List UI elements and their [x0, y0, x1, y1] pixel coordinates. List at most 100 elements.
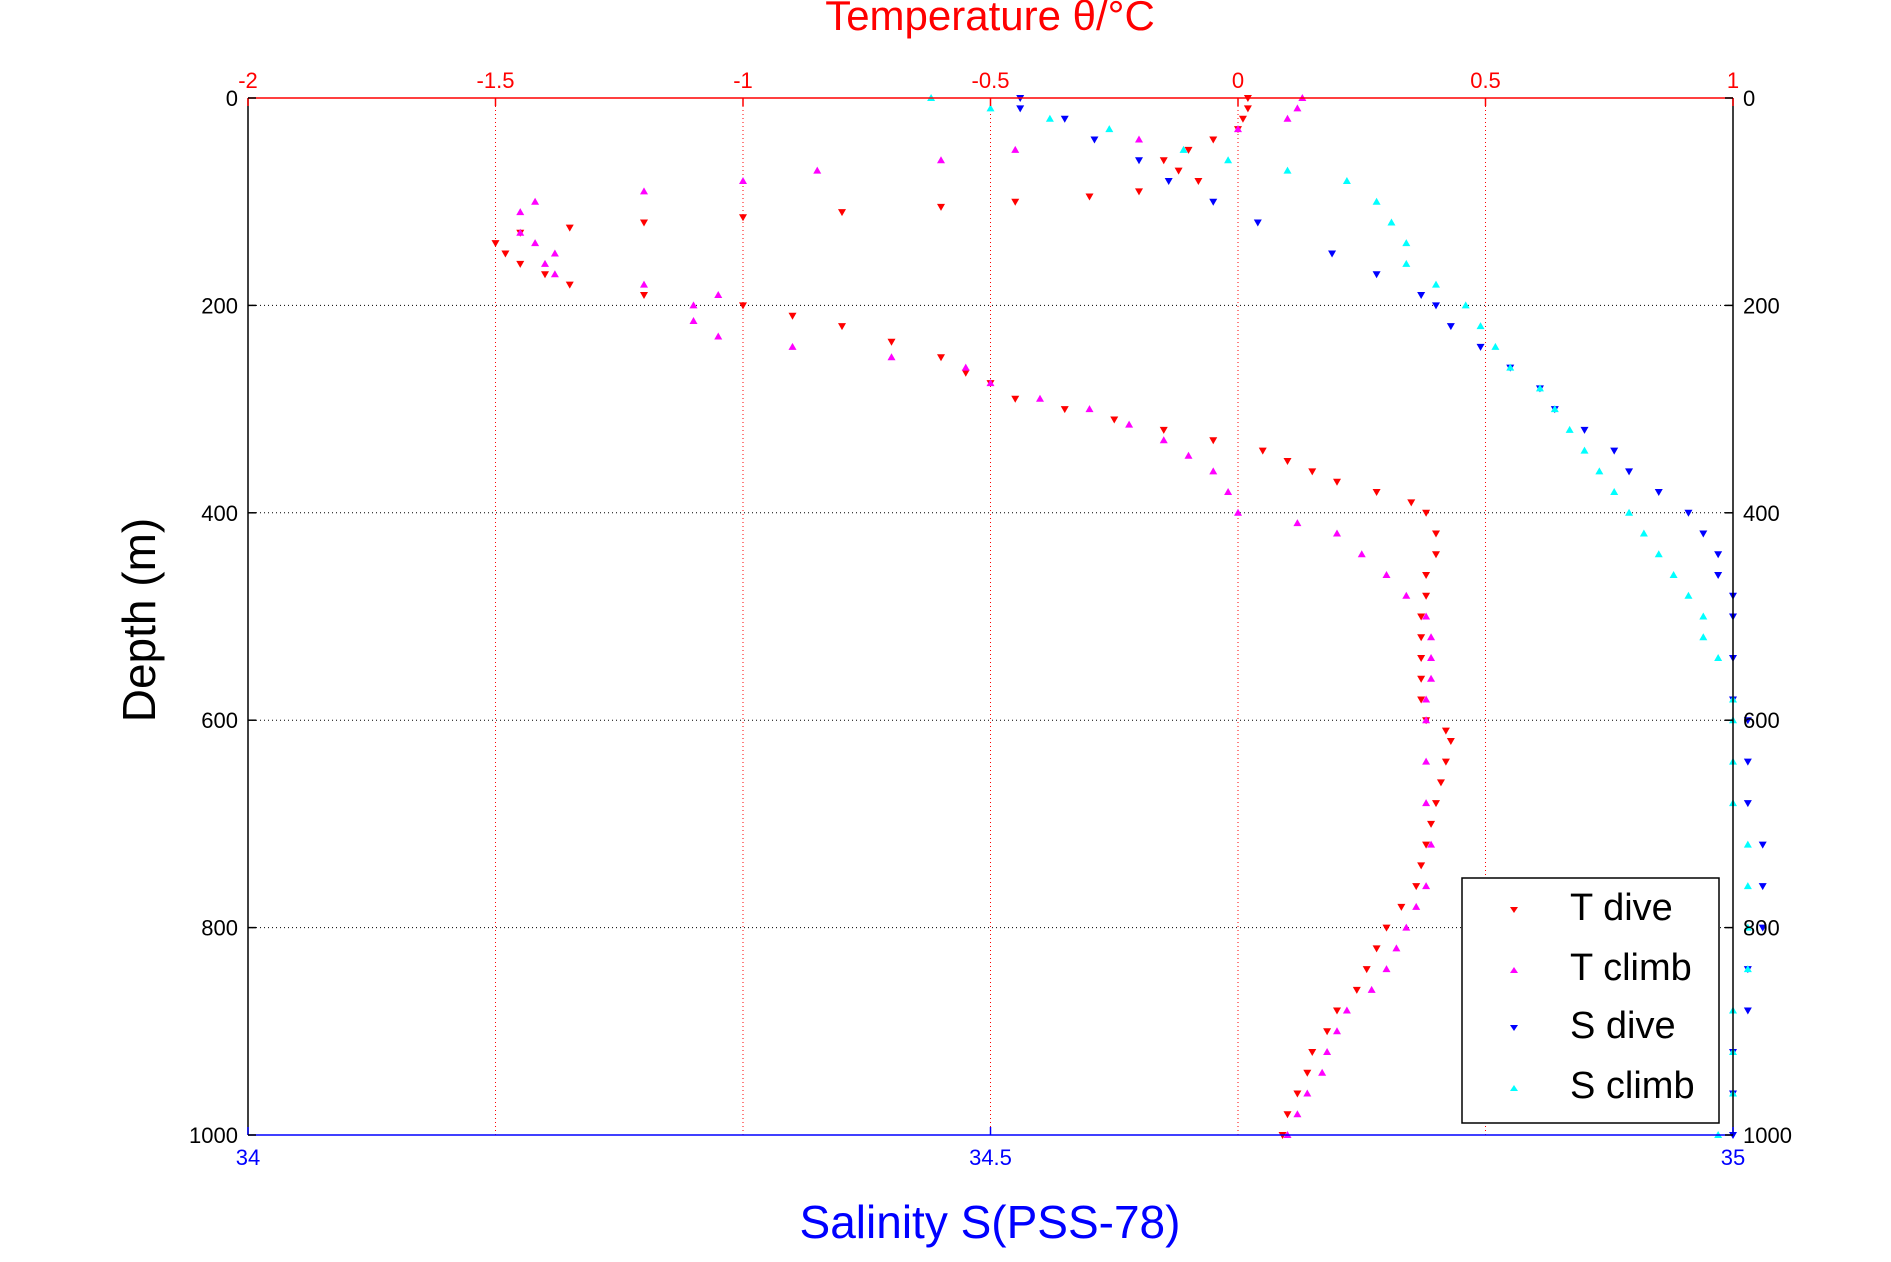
- data-point: [1382, 571, 1391, 579]
- data-point: [1011, 395, 1020, 403]
- data-point: [937, 354, 945, 362]
- data-point: [1303, 1069, 1312, 1077]
- data-point: [1758, 841, 1767, 849]
- data-point: [788, 312, 797, 320]
- data-point: [1372, 945, 1381, 953]
- data-point: [1174, 167, 1183, 175]
- data-point: [1342, 176, 1351, 184]
- data-point: [1352, 986, 1361, 994]
- series-t-climb: [516, 94, 1436, 1138]
- axis-layer: -2 -1.5 -1 -0.5 0 0.5 1 34 34.5 35 0 0 200 200 400 400 6…: [189, 68, 1792, 1170]
- data-point: [1159, 436, 1168, 444]
- data-point: [1318, 1068, 1327, 1076]
- data-point: [1135, 157, 1143, 165]
- data-point: [1402, 923, 1411, 931]
- data-point: [937, 203, 945, 211]
- data-point: [986, 104, 995, 112]
- data-point: [1164, 177, 1173, 185]
- data-point: [1422, 695, 1431, 703]
- data-point: [1446, 323, 1455, 331]
- left-tick-label: 200: [201, 293, 238, 318]
- data-point: [1293, 1090, 1302, 1098]
- data-point: [1427, 840, 1436, 848]
- data-layer: [491, 94, 1767, 1139]
- data-point: [1402, 591, 1411, 599]
- y-axis-title: Depth (m): [113, 518, 165, 722]
- right-tick-label: 400: [1743, 501, 1780, 526]
- top-tick-label: -0.5: [972, 68, 1010, 93]
- data-point: [1476, 322, 1485, 330]
- data-point: [1422, 509, 1431, 517]
- data-point: [1224, 156, 1233, 164]
- data-point: [1714, 572, 1723, 580]
- data-point: [1045, 114, 1054, 122]
- data-point: [1699, 612, 1708, 620]
- data-point: [531, 239, 540, 247]
- data-point: [1743, 840, 1752, 848]
- data-point: [1422, 572, 1431, 580]
- data-point: [1417, 862, 1426, 870]
- data-point: [491, 240, 500, 248]
- data-point: [1362, 966, 1371, 974]
- data-point: [1743, 882, 1752, 890]
- top-tick-label: 1: [1727, 68, 1739, 93]
- data-point: [961, 369, 970, 377]
- data-point: [516, 260, 525, 268]
- data-point: [1308, 1049, 1317, 1057]
- data-point: [541, 271, 549, 279]
- data-point: [1427, 820, 1436, 828]
- bottom-axis-title: Salinity S(PSS-78): [800, 1196, 1181, 1248]
- left-tick-label: 1000: [189, 1123, 238, 1148]
- data-point: [1422, 882, 1431, 890]
- data-point: [1382, 965, 1391, 973]
- legend-box: [1461, 877, 1720, 1124]
- data-point: [1743, 923, 1752, 931]
- data-point: [1436, 779, 1445, 787]
- data-point: [1432, 280, 1440, 288]
- data-point: [1293, 1110, 1302, 1118]
- data-point: [1427, 674, 1436, 682]
- data-point: [739, 176, 747, 184]
- data-point: [1714, 551, 1723, 559]
- data-point: [1743, 965, 1752, 973]
- data-point: [1060, 115, 1069, 123]
- data-point: [1135, 188, 1143, 196]
- data-point: [1209, 467, 1218, 475]
- data-point: [714, 332, 723, 340]
- data-point: [1654, 489, 1663, 497]
- data-point: [1303, 1089, 1312, 1097]
- data-point: [541, 259, 549, 267]
- data-point: [1506, 363, 1515, 371]
- data-point: [1432, 800, 1440, 808]
- data-point: [1427, 633, 1436, 641]
- data-point: [714, 291, 723, 299]
- legend-marker-s-climb: [1510, 1085, 1518, 1091]
- right-tick-label: 600: [1743, 708, 1780, 733]
- data-point: [1422, 841, 1431, 849]
- legend-marker-t-dive: [1510, 907, 1518, 913]
- data-point: [1417, 696, 1426, 704]
- data-point: [1323, 1048, 1332, 1056]
- data-point: [1234, 125, 1242, 133]
- data-point: [1258, 447, 1267, 455]
- top-tick-label: 0.5: [1470, 68, 1501, 93]
- top-axis-title: Temperature θ/°C: [825, 0, 1155, 39]
- data-point: [1333, 1027, 1341, 1035]
- data-point: [1412, 902, 1421, 910]
- data-point: [1357, 550, 1366, 558]
- data-point: [1333, 1007, 1341, 1015]
- data-point: [550, 270, 559, 278]
- data-point: [1184, 146, 1193, 154]
- right-tick-label: 800: [1743, 916, 1780, 941]
- data-point: [739, 302, 747, 310]
- legend-marker-t-climb: [1510, 967, 1518, 973]
- data-point: [1417, 654, 1426, 662]
- data-point: [1293, 104, 1302, 112]
- data-point: [813, 166, 822, 174]
- top-tick-label: 0: [1232, 68, 1244, 93]
- data-point: [1283, 457, 1292, 465]
- data-point: [1402, 259, 1411, 267]
- data-point: [640, 280, 648, 288]
- data-point: [640, 187, 648, 195]
